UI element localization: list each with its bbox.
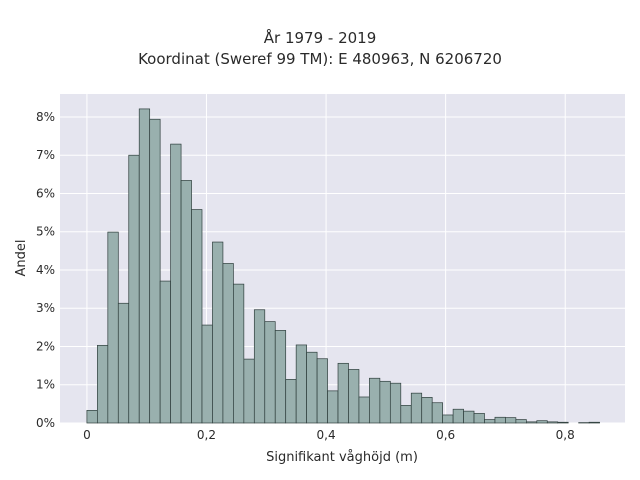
y-tick-label: 5%	[36, 225, 55, 239]
histogram-bar	[515, 419, 527, 424]
chart-title-line-1: År 1979 - 2019	[263, 29, 377, 47]
y-tick-label: 6%	[36, 186, 55, 200]
histogram-bar	[138, 108, 151, 424]
y-tick-label: 4%	[36, 263, 55, 277]
y-tick-label: 2%	[36, 339, 55, 353]
histogram-bar	[222, 263, 234, 424]
histogram-bar	[274, 330, 287, 424]
x-tick-label: 0	[83, 428, 91, 442]
histogram-bar	[97, 344, 109, 424]
histogram-bar	[473, 413, 485, 424]
histogram-bar	[400, 405, 412, 424]
x-tick-label: 0,6	[436, 428, 455, 442]
histogram-bar	[431, 402, 443, 424]
histogram-bar	[159, 280, 171, 424]
histogram-bar	[212, 241, 224, 424]
histogram-bar	[107, 231, 119, 424]
histogram-bar	[180, 180, 192, 424]
histogram-bar	[389, 382, 402, 424]
histogram-bar	[410, 392, 423, 424]
histogram-bar	[316, 358, 328, 424]
y-tick-label: 0%	[36, 416, 55, 430]
y-tick-label: 1%	[36, 378, 55, 392]
histogram-bar	[191, 209, 203, 424]
histogram-bar	[306, 351, 318, 424]
y-tick-label: 3%	[36, 301, 55, 315]
histogram-bar	[264, 321, 276, 424]
histogram-bar	[327, 390, 339, 424]
histogram-bar	[201, 324, 213, 424]
histogram-bar	[295, 344, 307, 424]
histogram-bar	[588, 421, 600, 424]
histogram-bar	[369, 377, 381, 424]
y-tick-label: 7%	[36, 148, 55, 162]
histogram-bar	[86, 410, 98, 424]
histogram-bar	[536, 420, 548, 424]
histogram-bar	[484, 419, 496, 424]
histogram-bar	[233, 283, 245, 424]
chart-title-line-2: Koordinat (Sweref 99 TM): E 480963, N 62…	[138, 50, 502, 68]
x-tick-label: 0,4	[317, 428, 336, 442]
histogram-bar	[442, 414, 454, 424]
y-tick-labels: 0% 1% 2% 3% 4% 5% 6% 7% 8%	[36, 110, 55, 430]
histogram-bar	[525, 421, 538, 424]
histogram-bar	[128, 154, 140, 424]
histogram-bars	[86, 108, 600, 424]
histogram-bar	[348, 369, 360, 424]
histogram-bar	[358, 396, 370, 424]
histogram-bar	[463, 410, 475, 424]
x-axis-label: Signifikant våghöjd (m)	[266, 450, 418, 465]
histogram-bar	[505, 417, 517, 424]
histogram-bar	[149, 118, 161, 424]
histogram-bar	[494, 416, 506, 424]
histogram-bar	[170, 143, 182, 424]
x-tick-labels: 0 0,2 0,4 0,6 0,8	[83, 428, 575, 442]
histogram-bar	[337, 362, 349, 424]
histogram-bar	[253, 309, 266, 424]
x-tick-label: 0,2	[197, 428, 216, 442]
y-axis-label: Andel	[14, 240, 29, 277]
histogram-bar	[546, 421, 559, 424]
histogram-bar	[379, 380, 391, 424]
histogram-bar	[557, 421, 569, 424]
y-tick-label: 8%	[36, 110, 55, 124]
histogram-bar	[243, 358, 255, 424]
histogram-bar	[452, 408, 464, 424]
histogram-bar	[285, 379, 297, 424]
histogram-bar	[117, 302, 130, 424]
x-tick-label: 0,8	[556, 428, 575, 442]
histogram-bar	[421, 397, 433, 424]
